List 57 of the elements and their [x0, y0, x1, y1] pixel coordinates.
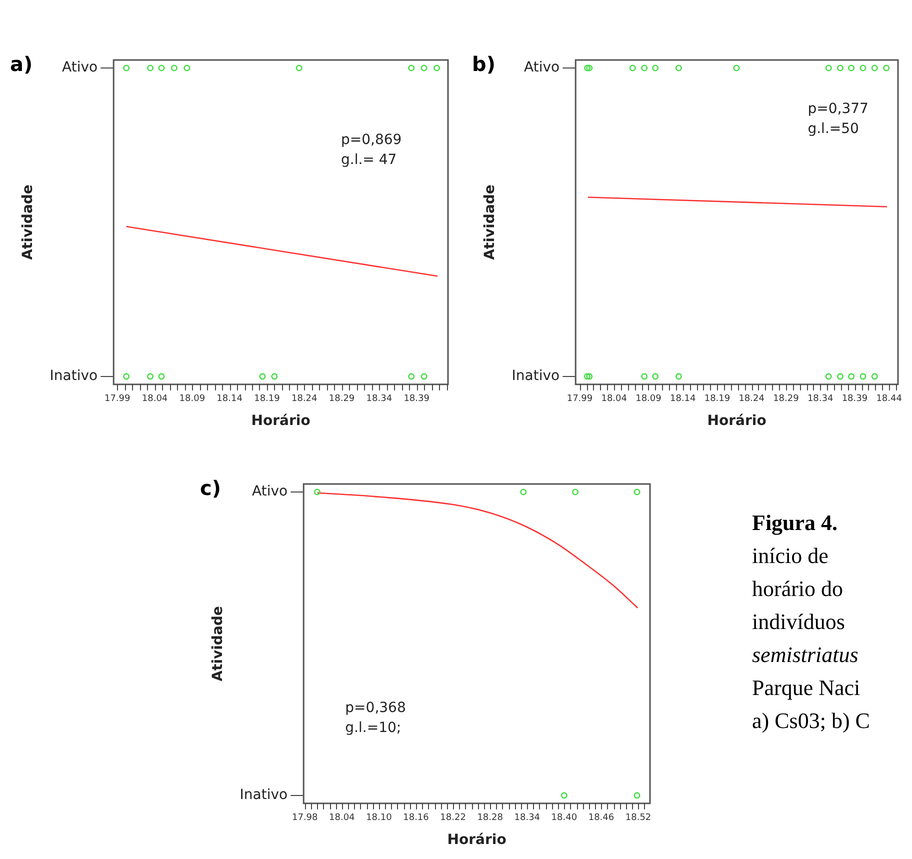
- annotation: p=0,377: [808, 100, 868, 119]
- x-tick-label: 17.99: [104, 394, 131, 404]
- x-tick-label: 18.09: [636, 394, 662, 404]
- x-tick-label: 18.29: [773, 394, 800, 404]
- x-tick-label: 18.19: [254, 394, 280, 404]
- x-tick-label: 18.34: [514, 813, 540, 824]
- annotation: g.l.=10;: [345, 719, 402, 738]
- y-axis-title: Atividade: [482, 184, 498, 260]
- annotation: p=0,869: [340, 130, 402, 150]
- x-tick-label: 18.24: [738, 394, 765, 404]
- x-tick-label: 18.14: [670, 394, 696, 404]
- x-tick-label: 18.44: [876, 394, 902, 404]
- x-tick-label: 18.39: [842, 394, 868, 404]
- category-label: Ativo: [252, 484, 288, 500]
- x-tick-label: 18.09: [179, 394, 206, 404]
- x-tick-label: 18.04: [142, 394, 168, 404]
- x-tick-label: 18.34: [366, 394, 392, 404]
- annotation: g.l.=50: [808, 120, 859, 139]
- text: início de: [752, 542, 830, 570]
- x-tick-label: 18.16: [403, 813, 430, 824]
- text: semistriatus: [752, 641, 860, 669]
- x-axis-title: Horário: [447, 832, 507, 848]
- text: a) Cs03; b) C: [752, 707, 870, 735]
- annotation: p=0,368: [345, 699, 406, 718]
- x-tick-label: 18.46: [588, 813, 614, 824]
- x-axis-title: Horário: [251, 413, 311, 430]
- x-tick-label: 18.24: [291, 394, 318, 404]
- category-label: Ativo: [62, 60, 98, 76]
- category-label: Inativo: [240, 787, 288, 804]
- x-tick-label: 18.39: [404, 394, 430, 404]
- x-tick-label: 18.34: [807, 394, 834, 404]
- x-tick-label: 18.19: [704, 394, 730, 404]
- x-tick-label: 18.40: [551, 813, 578, 824]
- chart-title: c): [200, 476, 221, 500]
- text: Figura 4.: [752, 509, 839, 537]
- text: indivíduos: [752, 608, 846, 636]
- x-tick-label: 17.99: [566, 394, 593, 404]
- x-tick-label: 17.98: [292, 813, 318, 824]
- y-axis-title: Atividade: [20, 184, 36, 260]
- x-tick-label: 18.10: [366, 813, 392, 824]
- x-tick-label: 18.14: [216, 394, 243, 404]
- text: Parque Naci: [752, 674, 862, 702]
- x-axis-title: Horário: [707, 413, 767, 430]
- category-label: Inativo: [50, 368, 98, 384]
- chart-title: b): [472, 52, 496, 76]
- text: horário do: [752, 575, 844, 603]
- x-tick-label: 18.52: [625, 813, 652, 824]
- x-tick-label: 18.28: [477, 813, 504, 824]
- chart-title: a): [10, 52, 33, 76]
- annotation: g.l.= 47: [340, 150, 397, 170]
- x-tick-label: 18.22: [440, 813, 466, 824]
- category-label: Ativo: [524, 60, 560, 76]
- category-label: Inativo: [512, 368, 560, 384]
- x-tick-label: 18.04: [329, 813, 356, 824]
- y-axis-title: Atividade: [210, 606, 226, 682]
- x-tick-label: 18.29: [328, 394, 355, 404]
- x-tick-label: 18.04: [601, 394, 628, 404]
